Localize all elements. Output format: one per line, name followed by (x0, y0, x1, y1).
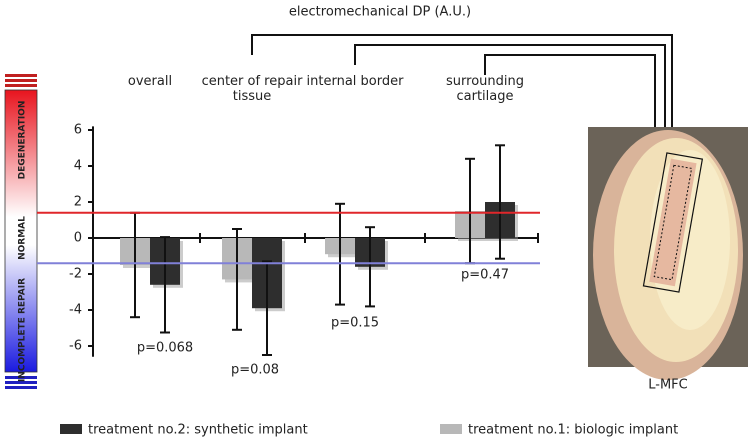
scale-label: DEGENERATION (18, 101, 28, 180)
scale-label: NORMAL (18, 216, 28, 260)
legend-label: treatment no.2: synthetic implant (88, 423, 308, 438)
legend-swatch (60, 424, 82, 434)
scale-bar (4, 74, 38, 389)
image-label: L-MFC (648, 378, 687, 393)
chart-title: electromechanical DP (A.U.) (289, 5, 471, 20)
y-tick-label: -6 (69, 339, 82, 354)
error-bar (335, 202, 345, 306)
photo (588, 127, 748, 380)
error-bar (495, 144, 505, 260)
category-label: internal border (306, 74, 404, 89)
error-bar (160, 236, 170, 334)
category-label: surrounding cartilage (446, 74, 524, 104)
p-value: p=0.068 (137, 341, 193, 356)
y-tick-label: 4 (74, 159, 82, 174)
error-bar (365, 226, 375, 308)
p-value: p=0.15 (331, 316, 379, 331)
category-label: overall (127, 74, 173, 89)
scale-label: INCOMPLETE REPAIR (18, 278, 28, 382)
y-tick-label: -4 (69, 303, 82, 318)
legend-swatch (440, 424, 462, 434)
y-tick-label: 6 (74, 123, 82, 138)
p-value: p=0.47 (461, 268, 509, 283)
category-label: center of repair tissue (201, 74, 303, 104)
error-bar (232, 228, 242, 331)
y-tick-label: 0 (74, 231, 82, 246)
y-tick-label: -2 (69, 267, 82, 282)
legend-label: treatment no.1: biologic implant (468, 423, 678, 438)
error-bar (262, 260, 272, 356)
p-value: p=0.08 (231, 363, 279, 378)
y-tick-label: 2 (74, 195, 82, 210)
